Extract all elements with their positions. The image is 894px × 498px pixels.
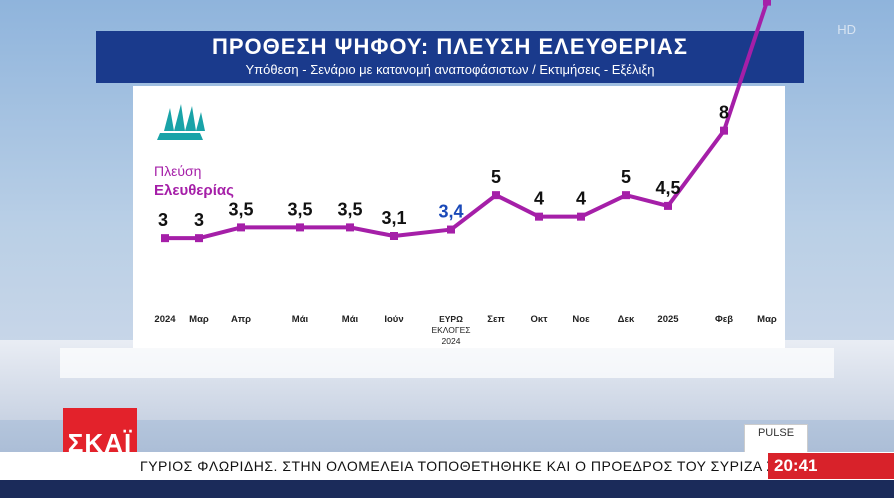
data-label: 8: [719, 103, 729, 123]
ticker-text: ΓΥΡΙΟΣ ΦΛΩΡΙΔΗΣ. ΣΤΗΝ ΟΛΟΜΕΛΕΙΑ ΤΟΠΟΘΕΤΗ…: [140, 458, 768, 474]
data-point: [161, 234, 169, 243]
data-label: 4: [576, 189, 586, 209]
data-point: [296, 223, 304, 232]
x-tick-label: Ευρωεκλ.: [330, 336, 371, 347]
clock: 20:41: [768, 453, 894, 479]
data-label: 3,1: [381, 208, 406, 228]
x-tick-label: για: [388, 325, 401, 336]
party-logo: [157, 104, 205, 140]
news-ticker: [0, 452, 894, 480]
data-point: [237, 223, 245, 232]
x-tick-label: Δεκ: [618, 314, 635, 325]
x-tick-label: για: [294, 325, 307, 336]
x-tick-label: Φεβ: [715, 314, 733, 325]
data-point: [390, 232, 398, 240]
chart-title: ΠΡΟΘΕΣΗ ΨΗΦΟΥ: ΠΛΕΥΣΗ ΕΛΕΥΘΕΡΙΑΣ: [211, 34, 689, 59]
data-point: [577, 212, 585, 221]
x-tick-label: Μάι: [342, 314, 359, 325]
data-point: [346, 223, 354, 232]
x-tick-label: Ιαν: [159, 325, 172, 336]
data-point: [622, 191, 630, 200]
data-point: [763, 0, 771, 6]
data-point: [195, 234, 203, 243]
x-tick-label: για: [235, 325, 248, 336]
sail-icon: [196, 112, 205, 131]
x-tick-label: Οκτ: [531, 314, 549, 325]
data-label: 3,4: [438, 202, 463, 222]
x-tick-label: Μάι: [292, 314, 309, 325]
x-tick-label: ΕΚΛΟΓΕΣ: [431, 325, 470, 335]
data-point: [447, 225, 455, 234]
data-label: 3: [158, 210, 168, 230]
chart-subtitle: Υπόθεση - Σενάριο με κατανομή αναποφάσισ…: [245, 62, 655, 77]
data-label: 3,5: [337, 199, 362, 219]
x-tick-label: Απρ: [231, 314, 251, 325]
series-line: [165, 1, 769, 241]
stage-reflection: [60, 348, 834, 378]
data-label: 4,5: [655, 178, 680, 198]
data-label: 3: [194, 210, 204, 230]
x-tick-label: Ευρωεκλ.: [374, 336, 415, 347]
data-point: [492, 191, 500, 200]
x-tick-label: Ευρωεκλ.: [280, 336, 321, 347]
sail-icon: [164, 108, 174, 131]
x-tick-label: Νοε: [572, 314, 590, 325]
data-label: 5: [491, 167, 501, 187]
data-point: [664, 201, 672, 210]
data-point: [720, 126, 728, 135]
sail-icon: [185, 106, 196, 131]
pulse-logo: PULSE: [744, 424, 808, 454]
x-tick-label: Μαρ: [757, 314, 777, 325]
sail-icon: [174, 104, 185, 131]
data-label: 3,5: [287, 199, 312, 219]
hd-badge: HD: [837, 22, 856, 37]
data-point: [535, 212, 543, 221]
party-name-line1: Πλεύση: [154, 163, 201, 179]
x-tick-label: Ευρωεκλ.: [221, 336, 262, 347]
data-label: 14: [743, 0, 772, 2]
x-tick-label: Ιούν: [384, 314, 403, 325]
pulse-label: PULSE: [757, 427, 795, 439]
chart-header: ΠΡΟΘΕΣΗ ΨΗΦΟΥ: ΠΛΕΥΣΗ ΕΛΕΥΘΕΡΙΑΣ Υπόθεση…: [96, 31, 804, 83]
x-tick-label: ΕΥΡΩ: [439, 314, 463, 324]
bottom-strip: [0, 480, 894, 498]
x-tick-label: Σεπ: [487, 314, 505, 325]
ship-hull-icon: [157, 133, 203, 140]
x-tick-label: Μαρ: [189, 314, 209, 325]
x-tick-label: 2024: [154, 314, 176, 325]
x-tick-label: για: [344, 325, 357, 336]
data-label: 3,5: [228, 199, 253, 219]
x-tick-label: Ιαν: [662, 325, 675, 336]
x-tick-label: 2025: [657, 314, 679, 325]
data-label: 4: [534, 189, 544, 209]
x-tick-label: 2024: [442, 336, 461, 346]
data-label: 5: [621, 167, 631, 187]
party-name-line2: Ελευθερίας: [154, 182, 234, 199]
